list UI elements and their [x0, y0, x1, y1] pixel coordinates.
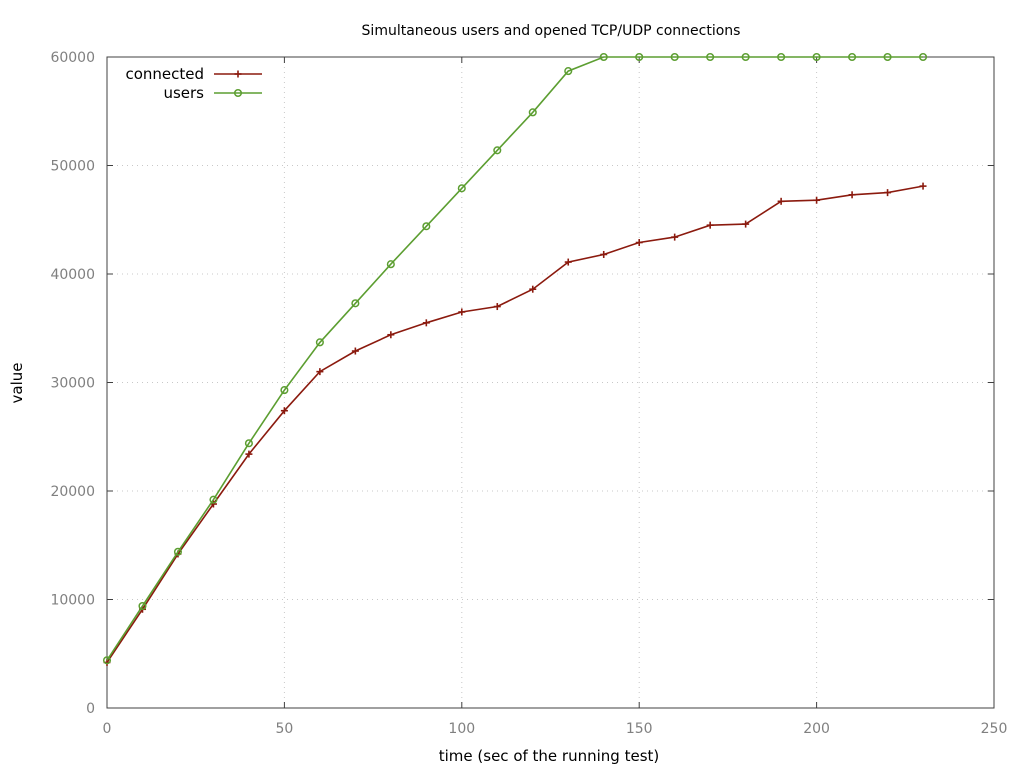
data-point-connected — [564, 258, 572, 266]
data-point-users — [635, 52, 644, 62]
chart-title: Simultaneous users and opened TCP/UDP co… — [362, 23, 741, 39]
data-point-connected — [351, 347, 359, 355]
x-tick-label: 100 — [448, 721, 475, 737]
data-point-connected — [848, 191, 856, 199]
x-tick-label: 150 — [626, 721, 653, 737]
legend-marker-users — [233, 88, 243, 98]
legend-label-connected: connected — [125, 65, 204, 83]
x-tick-label: 50 — [275, 721, 293, 737]
data-point-users — [883, 52, 892, 62]
data-point-users — [493, 146, 502, 155]
data-point-connected — [884, 189, 892, 197]
data-point-users — [457, 184, 466, 193]
data-point-connected — [458, 308, 466, 316]
data-point-users — [528, 108, 537, 117]
series-connected — [103, 182, 927, 666]
data-point-connected — [600, 250, 608, 258]
data-point-connected — [742, 220, 750, 228]
legend: connected users — [125, 65, 262, 102]
data-point-users — [422, 222, 431, 231]
data-point-connected — [316, 368, 324, 376]
series-line-users — [106, 56, 923, 661]
data-point-users — [315, 338, 324, 347]
series-group — [102, 52, 928, 666]
legend-point-users — [233, 88, 243, 98]
data-point-users — [564, 67, 573, 76]
y-axis-label: value — [8, 363, 26, 404]
legend-marker-connected — [234, 70, 242, 78]
y-tick-label: 60000 — [50, 50, 95, 66]
data-point-users — [706, 52, 715, 62]
y-tick-label: 20000 — [50, 484, 95, 500]
data-point-connected — [635, 239, 643, 247]
data-point-users — [599, 52, 608, 62]
data-point-connected — [387, 331, 395, 339]
series-line-connected — [106, 185, 924, 663]
data-point-users — [280, 386, 289, 395]
grid — [107, 57, 994, 708]
y-tick-label: 40000 — [50, 267, 95, 283]
axis-ticks: 0 50 100 150 200 250 0 10000 20000 30000 40000 5000… — [50, 50, 1007, 737]
data-point-users — [138, 601, 147, 611]
data-point-connected — [813, 196, 821, 204]
x-tick-label: 200 — [803, 721, 830, 737]
legend-point-connected — [234, 70, 242, 78]
data-point-users — [777, 52, 786, 62]
data-point-connected — [280, 407, 288, 415]
data-point-connected — [671, 233, 679, 241]
data-point-connected — [919, 182, 927, 190]
plot-border — [106, 56, 995, 709]
data-point-connected — [529, 285, 537, 293]
series-users — [102, 52, 928, 665]
data-point-users — [173, 547, 183, 556]
data-point-connected — [245, 450, 253, 458]
x-tick-label: 0 — [103, 721, 112, 737]
y-tick-label: 30000 — [50, 376, 95, 392]
data-point-connected — [777, 197, 785, 205]
legend-label-users: users — [163, 84, 204, 102]
data-point-users — [209, 495, 218, 504]
x-tick-label: 250 — [981, 721, 1008, 737]
y-tick-label: 10000 — [50, 593, 95, 609]
data-point-connected — [493, 303, 501, 311]
data-point-users — [351, 299, 360, 308]
data-point-users — [386, 260, 395, 269]
data-point-users — [918, 52, 928, 62]
data-point-users — [741, 52, 750, 62]
data-point-users — [812, 52, 821, 62]
x-axis-label: time (sec of the running test) — [439, 747, 660, 765]
data-point-users — [848, 52, 857, 62]
data-point-connected — [706, 221, 714, 229]
y-tick-label: 50000 — [50, 159, 95, 175]
data-point-users — [244, 439, 253, 448]
data-point-users — [102, 656, 112, 665]
data-point-connected — [422, 319, 430, 327]
data-point-users — [670, 52, 679, 62]
y-tick-label: 0 — [86, 701, 95, 717]
